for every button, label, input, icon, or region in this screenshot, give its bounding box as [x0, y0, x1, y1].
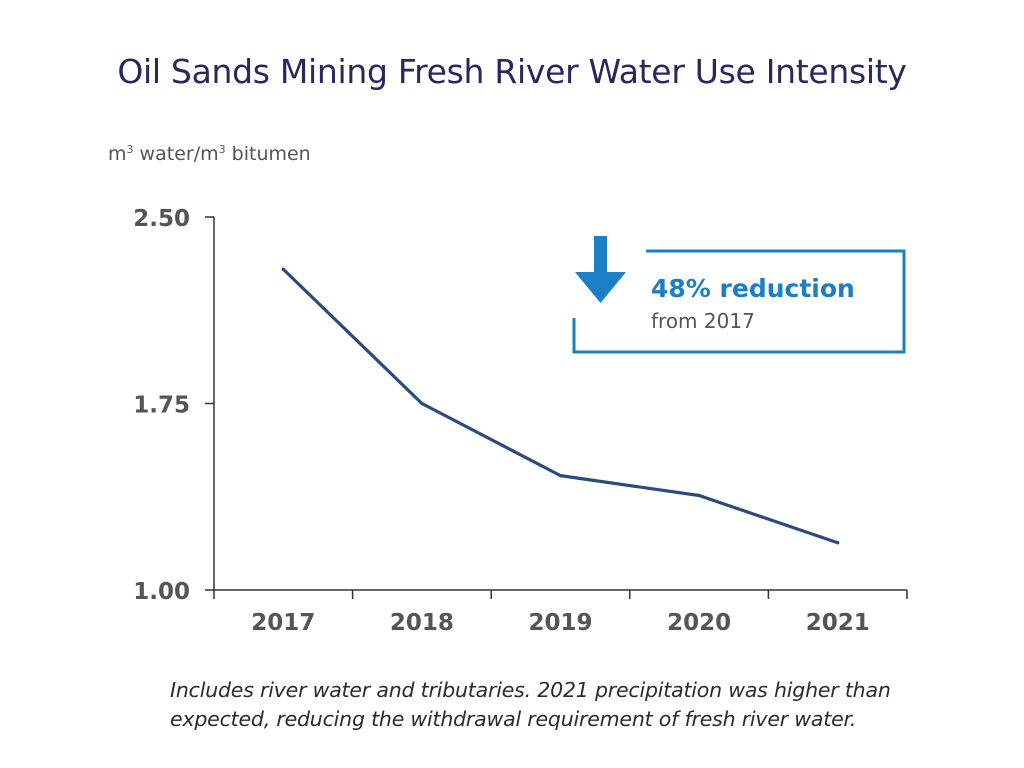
callout-frame [572, 249, 906, 354]
x-ticks: 2017 2018 2019 2020 2021 [213, 590, 908, 636]
y-axis-unit-label: m3 water/m3 bitumen [108, 143, 311, 165]
unit-part-water: water/m [133, 143, 219, 165]
x-tick-label-2020: 2020 [667, 610, 731, 636]
data-points [281, 267, 840, 545]
footnote-line-2: expected, reducing the withdrawal requir… [170, 707, 857, 731]
callout-headline: 48% reduction [651, 274, 855, 303]
data-point-2019 [558, 474, 563, 478]
unit-part-cubed: 3 [126, 143, 134, 156]
down-arrow-icon [575, 236, 626, 303]
data-point-2018 [420, 401, 424, 406]
unit-part-cubed-2: 3 [218, 143, 226, 156]
callout-subtext: from 2017 [651, 309, 755, 333]
chart-title: Oil Sands Mining Fresh River Water Use I… [117, 52, 907, 91]
footnote: Includes river water and tributaries. 20… [170, 676, 891, 734]
reduction-callout: 48% reduction from 2017 [572, 236, 906, 354]
unit-part-bitumen: bitumen [225, 143, 311, 165]
data-point-2020 [697, 493, 701, 498]
y-tick-label: 1.00 [133, 579, 190, 605]
x-tick-label-2018: 2018 [390, 610, 454, 636]
x-tick-label-2021: 2021 [806, 610, 870, 636]
footnote-line-1: Includes river water and tributaries. 20… [170, 678, 891, 702]
data-point-2017 [281, 267, 285, 271]
x-tick-label-2017: 2017 [251, 610, 315, 636]
unit-part-m: m [108, 143, 127, 165]
data-point-2021 [836, 541, 840, 545]
x-tick-label-2019: 2019 [528, 610, 592, 636]
y-ticks: 1.00 1.75 2.50 [133, 206, 214, 605]
y-tick-label: 1.75 [133, 393, 190, 419]
y-tick-label: 2.50 [133, 206, 190, 232]
